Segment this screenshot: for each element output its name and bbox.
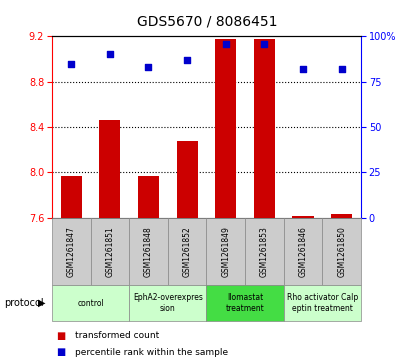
Bar [168,218,207,285]
Bar [61,176,82,218]
Point [261,41,268,46]
Text: GSM1261850: GSM1261850 [337,226,346,277]
Point [107,52,113,57]
Bar [322,218,361,285]
Bar [245,218,284,285]
Bar [176,140,198,218]
Point [68,61,75,66]
Text: Ilomastat
treatment: Ilomastat treatment [226,293,264,313]
Bar [138,176,159,218]
Bar [254,38,275,218]
Text: GDS5670 / 8086451: GDS5670 / 8086451 [137,15,278,29]
Bar [284,218,322,285]
Point [184,57,190,63]
Bar [99,120,120,218]
Text: Rho activator Calp
eptin treatment: Rho activator Calp eptin treatment [287,293,358,313]
Point [300,66,306,72]
Point [145,64,152,70]
Bar [52,218,90,285]
Text: percentile rank within the sample: percentile rank within the sample [75,348,228,356]
Bar [52,285,129,321]
Text: GSM1261853: GSM1261853 [260,226,269,277]
Bar [129,285,207,321]
Point [222,41,229,46]
Text: transformed count: transformed count [75,331,159,340]
Point [338,66,345,72]
Text: ▶: ▶ [38,298,46,308]
Bar [129,218,168,285]
Bar [284,285,361,321]
Text: GSM1261851: GSM1261851 [105,226,115,277]
Bar [207,285,284,321]
Text: GSM1261847: GSM1261847 [67,226,76,277]
Bar [215,38,237,218]
Text: EphA2-overexpres
sion: EphA2-overexpres sion [133,293,203,313]
Text: control: control [77,299,104,307]
Text: GSM1261848: GSM1261848 [144,226,153,277]
Text: ■: ■ [56,347,65,357]
Text: protocol: protocol [4,298,44,308]
Text: GSM1261849: GSM1261849 [221,226,230,277]
Bar [207,218,245,285]
Bar [293,216,314,218]
Text: GSM1261846: GSM1261846 [298,226,308,277]
Text: ■: ■ [56,331,65,341]
Bar [331,215,352,218]
Text: GSM1261852: GSM1261852 [183,226,192,277]
Bar [90,218,129,285]
